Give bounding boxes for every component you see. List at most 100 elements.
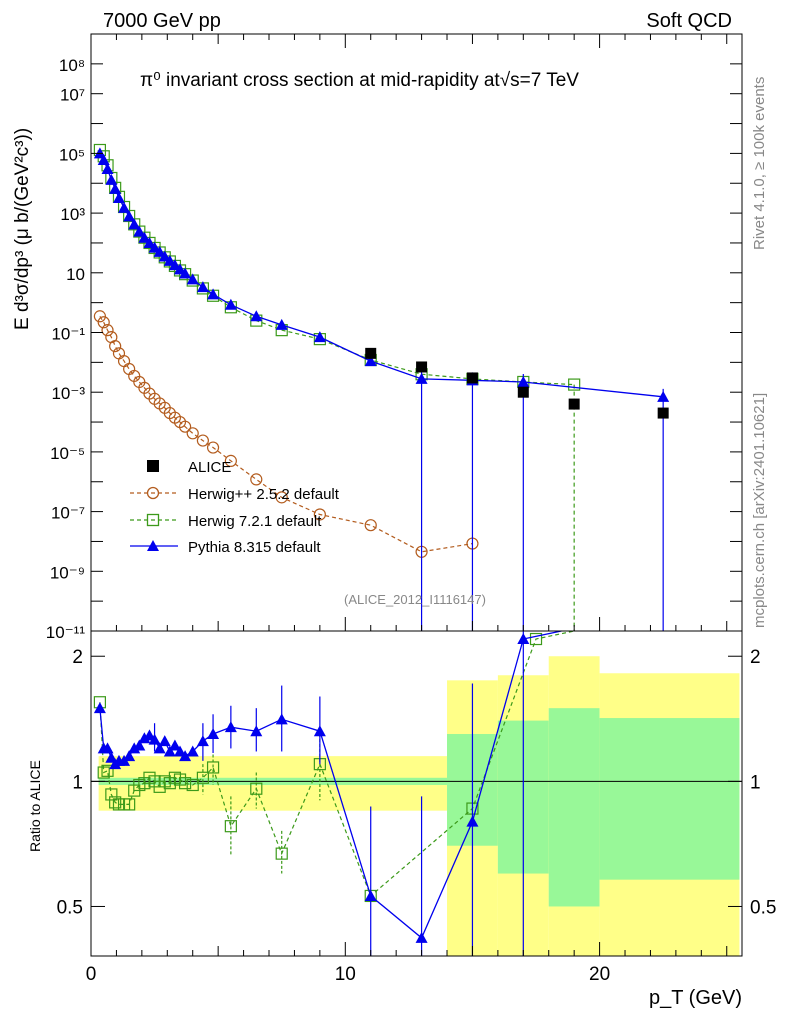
pythia-point [143,236,156,248]
alice-point [365,347,377,359]
chart-title: π⁰ invariant cross section at mid-rapidi… [140,70,579,91]
alice-point [466,372,478,384]
ratio-pythia-point [163,745,176,757]
alice-point [517,386,529,398]
ratio-pythia-point [364,889,377,901]
alice-point [568,398,580,410]
herwigpp-point [178,420,192,433]
ratio-panel-frame [90,630,743,957]
pythia-point [101,163,114,175]
ratio-herwig7-point [105,788,118,801]
herwigpp-line [99,315,473,553]
legend-label-pythia: Pythia 8.315 default [188,539,321,556]
main-y-tick-label: 10⁻¹ [51,325,85,344]
legend-label-herwigpp: Herwig++ 2.5.2 default [188,486,340,503]
header-left: 7000 GeV pp [103,10,221,32]
pythia-point [97,154,110,166]
ratio-y-tick-label-right: 1 [750,772,761,793]
ratio-pythia-point [224,721,237,733]
ratio-lines [93,630,575,956]
x-tick-label: 20 [589,964,610,985]
herwig7-point [568,378,581,391]
pythia-point [118,201,131,213]
ratio-herwig7-point [109,796,122,809]
main-y-tick-label: 10⁻⁷ [51,504,85,523]
x-tick-label: 0 [86,964,97,985]
main-y-tick-label: 10⁵ [59,145,85,164]
ratio-y-tick-label-right: 2 [750,647,761,668]
ratio-pythia-point [275,713,288,725]
pythia-point [123,210,136,222]
legend-marker-alice [147,460,159,472]
legend-marker-herwig7 [146,513,160,527]
ratio-pythia-point [123,750,136,762]
x-tick-label: 10 [335,964,356,985]
herwigpp-point [101,324,114,337]
ratio-herwig7-point [123,798,136,811]
ratio-pythia-point [101,742,114,754]
herwigpp-point [186,427,199,440]
pythia-point [109,182,122,194]
pythia-point [415,372,428,384]
ratio-herwig7-line [99,630,575,897]
main-y-tick-label: 10 [66,265,85,284]
ratio-pythia-point [186,745,199,757]
legend-marker-herwigpp [146,486,160,500]
ratio-bands [91,656,742,956]
rivet-label: Rivet 4.1.0, ≥ 100k events [751,77,768,250]
ratio-y-tick-label-left: 2 [72,647,83,668]
pythia-point [179,267,192,279]
herwigpp-point [97,316,110,329]
axes: 10⁻¹¹10⁻⁹10⁻⁷10⁻⁵10⁻³10⁻¹1010³10⁵10⁷10⁸0… [46,33,776,985]
ratio-pythia-point [133,739,146,751]
mcplots-label: mcplots.cern.ch [arXiv:2401.10621] [751,393,768,628]
ratio-herwig7-point [196,771,209,784]
main-lines [93,143,670,631]
ratio-pythia-point [196,735,209,747]
ratio-herwig7-point [178,777,192,790]
herwigpp-point [93,310,107,323]
main-y-tick-label: 10⁻⁵ [50,444,85,463]
ratio-y-tick-label-right: 0.5 [750,897,776,918]
ratio-pythia-point [158,735,171,747]
ratio-herwig7-point [275,847,288,860]
ratio-herwig7-point [186,778,199,792]
pythia-point [224,298,237,310]
herwigpp-point [250,473,263,486]
ratio-y-axis-label: Ratio to ALICE [27,760,43,852]
ratio-pythia-point [174,745,187,757]
pythia-point [186,273,199,285]
pythia-point [133,225,146,237]
main-y-tick-label: 10⁷ [60,86,85,105]
legend-label-alice: ALICE [188,459,231,476]
pythia-point [196,281,209,293]
pythia-point [128,218,141,230]
ratio-pythia-point [207,727,220,739]
header-right: Soft QCD [646,10,732,32]
pythia-point [364,355,377,367]
herwigpp-point [224,454,237,467]
ratio-pythia-point [466,815,479,827]
ratio-pythia-point [415,931,428,943]
analysis-tag: (ALICE_2012_I1116147) [344,592,486,607]
x-axis-label: p_T (GeV) [649,987,742,1009]
pythia-point [657,390,670,402]
main-y-tick-label: 10⁸ [59,56,85,75]
ratio-herwig7-point [250,782,263,795]
herwigpp-point [275,491,288,504]
ratio-y-tick-label-left: 0.5 [57,897,83,918]
ratio-pythia-point [179,750,192,762]
ratio-herwig7-point [224,820,237,833]
ratio-pythia-point [138,732,151,744]
ratio-pythia-point [517,633,530,645]
pythia-point [138,231,151,243]
ratio-herwig7-point [97,766,110,779]
ratio-pythia-point [93,702,106,714]
ratio-herwig7-point [101,764,114,777]
ratio-herwig7-point [529,632,543,646]
ratio-pythia-point [148,733,161,745]
ratio-pythia-point [128,742,141,754]
pythia-point [153,245,166,257]
alice-point [416,361,428,373]
